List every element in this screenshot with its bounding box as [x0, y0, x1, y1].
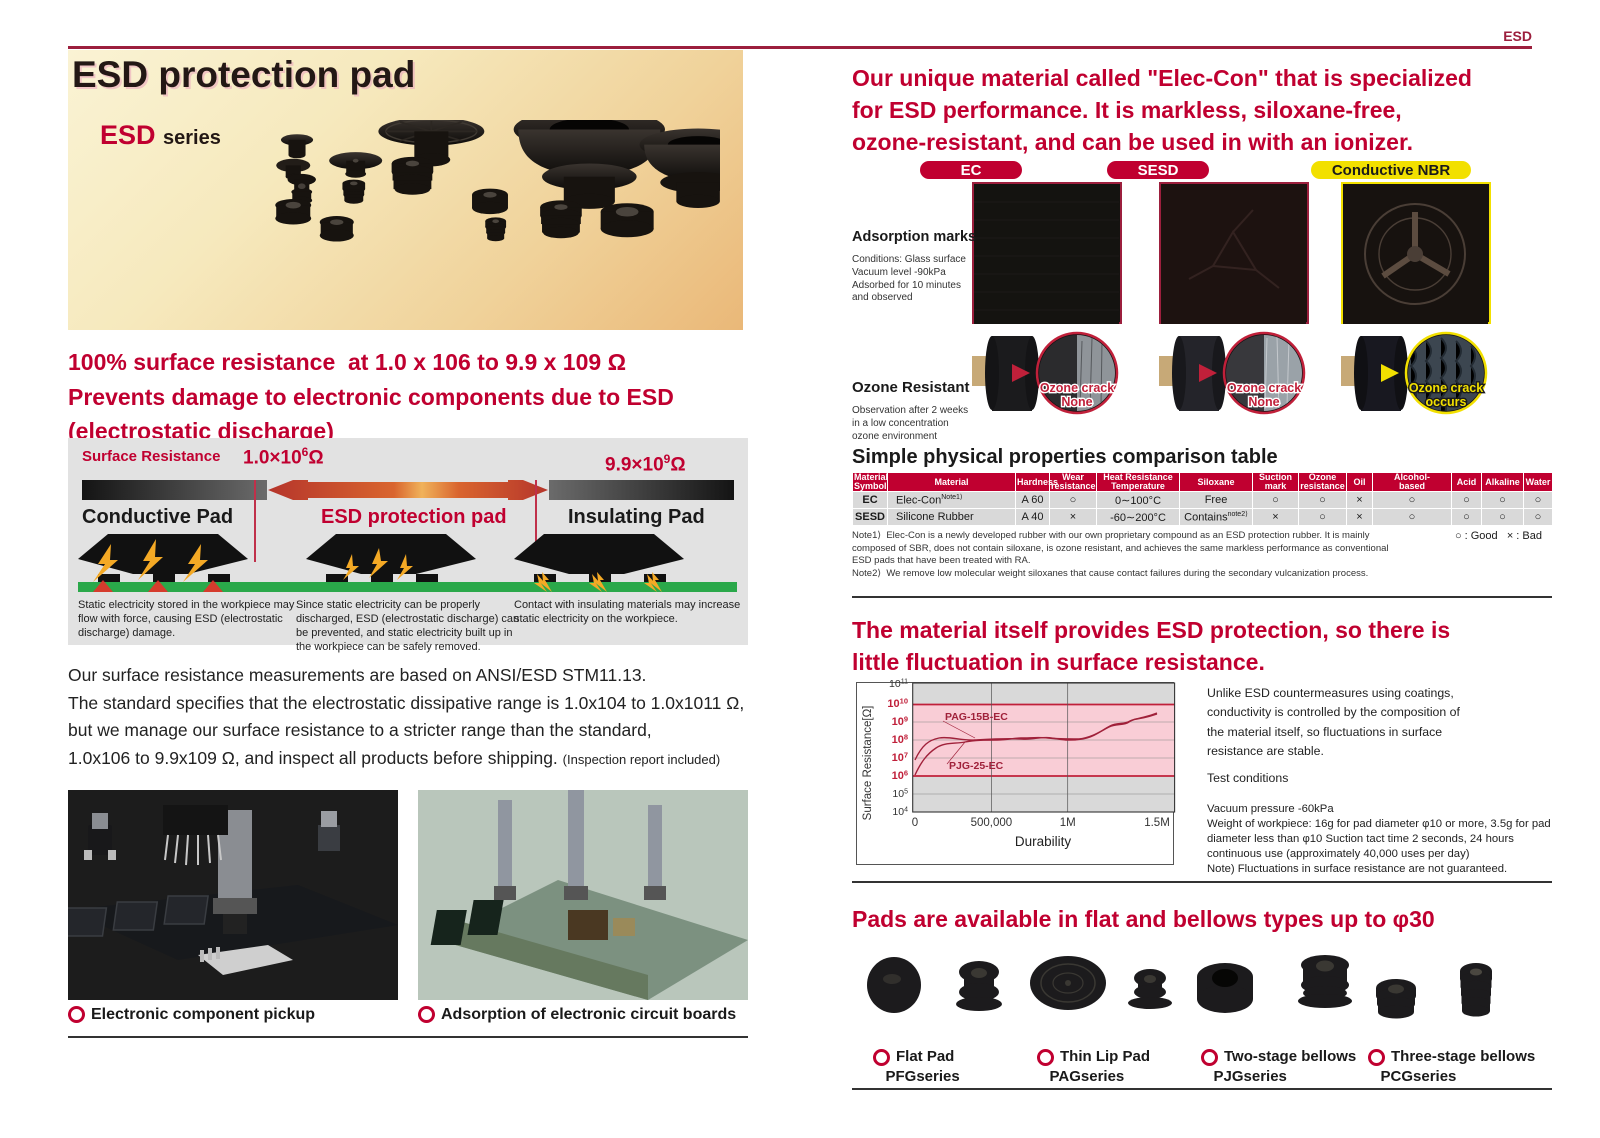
svg-text:1M: 1M	[1060, 817, 1076, 829]
svg-text:Durability: Durability	[1015, 834, 1072, 849]
svg-text:500,000: 500,000	[971, 817, 1013, 829]
svg-text:Ozone crack: Ozone crack	[1040, 381, 1114, 395]
svg-text:Surface Resistance[Ω]: Surface Resistance[Ω]	[862, 706, 874, 821]
svg-text:0: 0	[912, 817, 918, 829]
svg-text:None: None	[1061, 395, 1092, 409]
svg-text:104: 104	[892, 806, 908, 818]
svg-text:PAG-15B-EC: PAG-15B-EC	[945, 711, 1008, 723]
svg-text:None: None	[1248, 395, 1279, 409]
svg-text:1.5M: 1.5M	[1144, 817, 1170, 829]
svg-text:Ozone crack: Ozone crack	[1227, 381, 1301, 395]
svg-text:PJG-25-EC: PJG-25-EC	[949, 760, 1004, 772]
svg-text:occurs: occurs	[1426, 395, 1467, 409]
svg-text:Ozone crack: Ozone crack	[1409, 381, 1483, 395]
